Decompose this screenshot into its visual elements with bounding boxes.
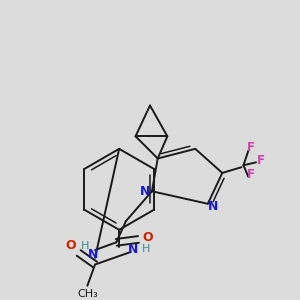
Text: O: O: [66, 239, 76, 252]
Text: H: H: [81, 241, 90, 251]
Text: N: N: [208, 200, 218, 213]
Text: F: F: [257, 154, 265, 167]
Text: F: F: [247, 168, 255, 182]
Text: N: N: [88, 248, 98, 261]
Text: N: N: [140, 185, 150, 198]
Text: CH₃: CH₃: [77, 290, 98, 299]
Text: O: O: [143, 231, 153, 244]
Text: H: H: [142, 244, 150, 254]
Text: F: F: [247, 141, 255, 154]
Text: N: N: [128, 243, 138, 256]
